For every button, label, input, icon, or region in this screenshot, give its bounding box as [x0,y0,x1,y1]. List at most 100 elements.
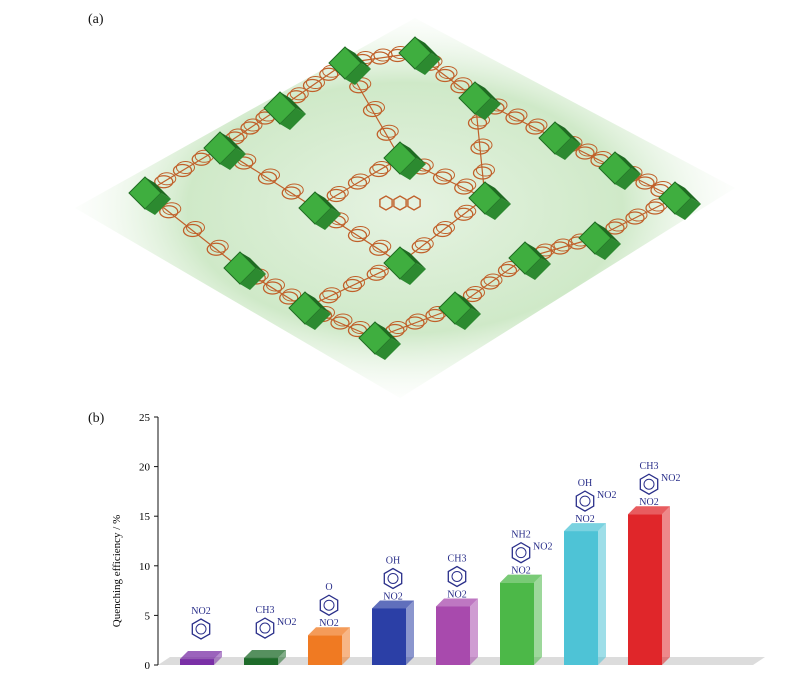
linker-ring [186,221,205,234]
metal-polyhedron-side [400,158,426,180]
bar [180,659,214,665]
aromatic-circle [387,572,399,584]
metal-polyhedron-side [525,258,551,280]
metal-polyhedron-side [305,292,331,314]
benzene-ring-icon [447,565,467,588]
metal-polyhedron-side [345,47,371,69]
linker-ring [480,276,500,290]
bar [372,608,406,665]
linker-ring [645,201,665,215]
metal-polyhedron-side [400,142,426,164]
linker-ring [483,273,503,287]
substituent-label: OH [578,478,592,489]
linker-ring [432,171,453,185]
linker-ring [578,143,598,157]
linker-ring [379,124,399,138]
linker-ring [405,316,425,330]
metal-polyhedron-side [280,92,306,114]
substituent-label: NH2 [511,530,530,541]
metal-polyhedron-side [475,82,501,104]
metal-polyhedron-side [525,242,551,264]
linker-ring [414,237,434,251]
bar [436,606,470,665]
benzene-ring-icon [575,490,595,512]
linker-ring [346,276,365,289]
linker-ring [162,202,182,216]
aromatic-circle [643,478,655,490]
linker-ring [257,171,278,185]
linker-ring [281,186,301,200]
aromatic-circle [579,495,591,507]
metal-polyhedron-side [220,148,246,170]
substituent-label: O [325,582,332,593]
linker-ring [473,138,493,152]
bar-side [342,627,350,665]
linker-ring [635,176,655,190]
metal-polyhedron-side [485,198,511,220]
substituent-label: NO2 [191,606,210,617]
linker-ring [302,78,323,93]
linker-ring [505,111,525,125]
metal-polyhedron-side [280,108,306,130]
bar-side [470,598,478,665]
linker-ring [154,175,174,189]
linker-ring [408,313,428,327]
linker-ring [322,287,342,301]
linker-ring [176,161,195,174]
substituent-label: CH3 [640,461,659,472]
linker-ring [454,181,474,195]
linker-ring [453,77,473,91]
benzene-ring-icon [383,567,403,590]
linker-ring [243,118,263,132]
linker-ring [351,173,370,187]
linker-ring [432,223,453,238]
metal-polyhedron-side [675,182,701,204]
central-ring [407,195,421,211]
linker-ring [306,76,325,89]
linker-ring [366,267,386,281]
linker-ring [457,204,477,218]
aromatic-circle [323,599,335,611]
benzene-ring-icon [255,617,275,639]
benzene-ring-icon [319,594,339,616]
metal-polyhedron-side [375,338,401,360]
aromatic-circle [195,623,207,635]
linker-ring [329,186,349,199]
linker-ring [438,66,458,79]
linker-ring [411,240,431,254]
metal-polyhedron-side [455,308,481,330]
metal-polyhedron-side [595,238,621,260]
mof-framework-illustration [75,18,735,398]
aromatic-circle [451,570,463,582]
linker-ring [467,116,488,130]
linker-ring [466,286,485,299]
linker-ring [262,281,283,295]
metal-polyhedron-side [375,322,401,344]
linker-ring [457,178,477,192]
substituent-label: NO2 [597,490,616,501]
benzene-ring-icon [639,473,659,495]
metal-polyhedron-side [240,252,266,274]
linker-ring [228,128,248,142]
metal-polyhedron-side [485,182,511,204]
linker-ring [454,207,474,221]
linker-ring [472,166,493,180]
aromatic-circle [259,622,271,634]
linker-ring [342,278,363,293]
linker-ring [279,291,299,305]
bar-top [180,651,222,660]
linker-ring [369,264,389,278]
substituent-label: NO2 [575,514,594,525]
bar-top [308,627,350,636]
metal-polyhedron-side [415,37,441,59]
linker-ring [319,67,339,81]
linker-ring [326,188,346,203]
linker-ring [284,183,304,197]
linker-ring [476,163,495,177]
bar-top [372,600,414,609]
bar-side [598,523,606,665]
metal-polyhedron-side [145,177,171,199]
framework-halo [75,18,735,398]
linker-bond [399,197,486,264]
linker-ring [508,108,528,122]
